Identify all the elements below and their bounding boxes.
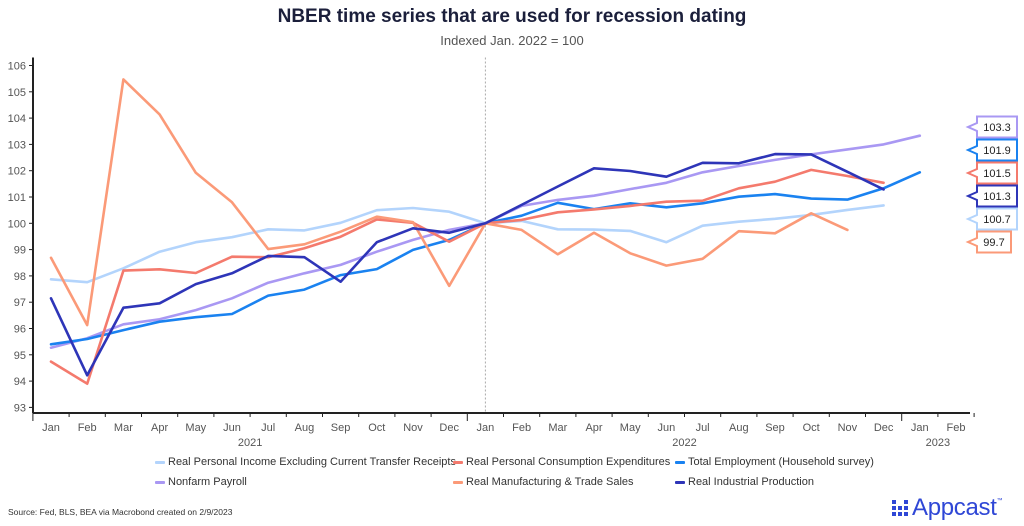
appcast-logo: Appcast ™ xyxy=(892,494,1003,522)
x-tick-label: May xyxy=(620,422,641,434)
x-tick-label: Nov xyxy=(838,422,858,434)
series-line-real-personal-income-excluding-current-transfer-receipts xyxy=(49,204,885,284)
x-tick-label: Dec xyxy=(439,422,459,434)
legend-swatch xyxy=(453,480,463,484)
legend-swatch xyxy=(453,460,463,464)
chart-title: NBER time series that are used for reces… xyxy=(277,6,747,27)
x-tick-label: Feb xyxy=(512,422,531,434)
x-tick-label: Feb xyxy=(947,422,966,434)
end-label-box xyxy=(965,161,1018,185)
legend-swatch xyxy=(675,460,685,464)
series-line-real-industrial-production xyxy=(49,152,885,377)
y-tick-label: 104 xyxy=(8,113,26,125)
x-tick-label: Jul xyxy=(261,422,275,434)
series-line-real-personal-consumption-expenditures xyxy=(49,168,885,386)
legend-label: Real Personal Income Excluding Current T… xyxy=(168,456,456,468)
x-tick-label: May xyxy=(185,422,206,434)
x-tick-label: Mar xyxy=(114,422,133,434)
y-tick-label: 105 xyxy=(8,87,26,99)
y-tick-label: 94 xyxy=(14,376,26,388)
legend-swatch xyxy=(675,480,685,484)
end-labels-group: 103.3 101.9 101.5 101.3 100.7 99.7 xyxy=(965,115,1018,254)
end-label-box xyxy=(965,207,1018,231)
x-tick-label: Jan xyxy=(42,422,60,434)
y-tick-label: 93 xyxy=(14,402,26,414)
chart-subtitle: Indexed Jan. 2022 = 100 xyxy=(440,33,584,48)
end-label-value: 101.9 xyxy=(983,145,1011,157)
x-year-label: 2021 xyxy=(238,437,262,449)
legend-item-nonfarm[interactable]: Nonfarm Payroll xyxy=(155,476,247,488)
end-label-value: 99.7 xyxy=(983,237,1004,249)
x-tick-label: Jun xyxy=(223,422,241,434)
x-tick-label: Oct xyxy=(368,422,385,434)
legend-item-pce[interactable]: Real Personal Consumption Expenditures xyxy=(453,456,670,468)
legend-item-industrial[interactable]: Real Industrial Production xyxy=(675,476,814,488)
x-tick-label: Sep xyxy=(765,422,785,434)
x-tick-label: Jan xyxy=(911,422,929,434)
logo-dots-icon xyxy=(892,500,908,516)
x-tick-label: Aug xyxy=(295,422,315,434)
y-tick-label: 103 xyxy=(8,139,26,151)
x-tick-label: Apr xyxy=(585,422,602,434)
x-tick-label: Oct xyxy=(803,422,820,434)
legend-item-employment[interactable]: Total Employment (Household survey) xyxy=(675,456,874,468)
legend-label: Nonfarm Payroll xyxy=(168,476,247,488)
y-tick-label: 95 xyxy=(14,350,26,362)
y-tick-label: 97 xyxy=(14,297,26,309)
source-note: Source: Fed, BLS, BEA via Macrobond crea… xyxy=(8,507,233,517)
y-tick-label: 102 xyxy=(8,166,26,178)
legend-swatch xyxy=(155,460,165,464)
x-tick-label: Aug xyxy=(729,422,749,434)
legend-label: Real Personal Consumption Expenditures xyxy=(466,456,671,468)
end-label-box xyxy=(965,138,1018,162)
y-tick-label: 106 xyxy=(8,61,26,73)
legend-item-manufacturing[interactable]: Real Manufacturing & Trade Sales xyxy=(453,476,634,488)
x-tick-label: Nov xyxy=(403,422,423,434)
y-tick-label: 99 xyxy=(14,245,26,257)
legend-item-personal-income[interactable]: Real Personal Income Excluding Current T… xyxy=(155,456,456,468)
y-tick-label: 96 xyxy=(14,324,26,336)
end-label-value: 101.3 xyxy=(983,191,1011,203)
end-label-box xyxy=(965,115,1018,139)
legend-label: Real Manufacturing & Trade Sales xyxy=(466,476,634,488)
legend-label: Real Industrial Production xyxy=(688,476,814,488)
x-tick-label: Feb xyxy=(78,422,97,434)
x-year-label: 2022 xyxy=(672,437,696,449)
end-label-box xyxy=(965,184,1018,208)
y-tick-label: 100 xyxy=(8,218,26,230)
series-group xyxy=(49,78,922,386)
x-tick-label: Sep xyxy=(331,422,351,434)
legend-swatch xyxy=(155,480,165,484)
end-label-value: 101.5 xyxy=(983,168,1011,180)
y-tick-label: 101 xyxy=(8,192,26,204)
logo-text: Appcast xyxy=(912,494,997,521)
y-tick-label: 98 xyxy=(14,271,26,283)
end-label-value: 100.7 xyxy=(983,214,1011,226)
x-tick-label: Jan xyxy=(477,422,495,434)
x-tick-label: Apr xyxy=(151,422,168,434)
x-tick-label: Jul xyxy=(696,422,710,434)
end-label-value: 103.3 xyxy=(983,122,1011,134)
logo-trademark: ™ xyxy=(996,498,1003,504)
legend-label: Total Employment (Household survey) xyxy=(688,456,874,468)
series-line-real-manufacturing-trade-sales xyxy=(49,78,849,327)
axes: 93 94 95 96 97 98 99 100 101 102 103 104 105 106 Jan Fe… xyxy=(8,57,975,449)
x-tick-label: Jun xyxy=(658,422,676,434)
x-year-label: 2023 xyxy=(926,437,950,449)
x-tick-label: Mar xyxy=(548,422,567,434)
x-tick-label: Dec xyxy=(874,422,894,434)
end-label-box xyxy=(965,230,1012,254)
